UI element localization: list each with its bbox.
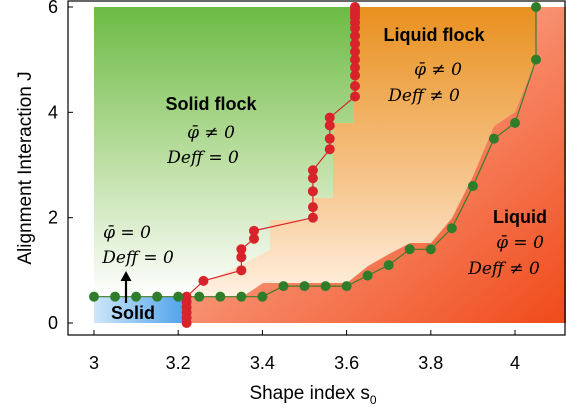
red-point-15 bbox=[307, 173, 318, 184]
red-point-10 bbox=[248, 233, 259, 244]
green-point-20 bbox=[510, 117, 520, 128]
x-tick-label-3: 3.6 bbox=[334, 353, 359, 373]
red-point-14 bbox=[307, 186, 318, 197]
solid-flock-diffusion: Deff = 0 bbox=[166, 148, 239, 168]
x-tick-label-5: 4 bbox=[510, 353, 520, 373]
solid-diffusion: Deff = 0 bbox=[101, 248, 174, 268]
x-tick-label-1: 3.2 bbox=[166, 353, 191, 373]
liquid-flock-region bbox=[186, 7, 536, 297]
red-point-16 bbox=[307, 165, 318, 176]
green-point-6 bbox=[215, 291, 226, 302]
red-point-19 bbox=[324, 120, 335, 131]
liquid-flock-order-param: φ̄ ≠ 0 bbox=[414, 60, 462, 80]
x-tick-label-0: 3 bbox=[89, 353, 99, 373]
red-point-28 bbox=[350, 30, 361, 41]
green-point-1 bbox=[110, 291, 121, 302]
green-point-17 bbox=[446, 223, 457, 234]
liquid-order-param: φ̄ = 0 bbox=[496, 233, 544, 253]
red-point-12 bbox=[307, 212, 318, 223]
liquid-label: Liquid bbox=[493, 207, 547, 227]
x-tick-label-4: 3.8 bbox=[418, 353, 443, 373]
y-tick-label-0: 0 bbox=[48, 313, 58, 333]
solid-order-param: φ̄ = 0 bbox=[103, 223, 151, 243]
green-points-group bbox=[89, 1, 542, 302]
green-point-0 bbox=[89, 291, 99, 302]
red-point-6 bbox=[198, 275, 209, 286]
green-point-15 bbox=[404, 244, 415, 255]
green-point-21 bbox=[531, 54, 542, 65]
solid-label: Solid bbox=[111, 303, 155, 323]
red-points-group bbox=[181, 1, 361, 328]
x-axis-title: Shape index s0 bbox=[249, 383, 376, 407]
green-point-18 bbox=[467, 181, 478, 192]
red-point-13 bbox=[307, 202, 318, 213]
red-point-5 bbox=[181, 291, 192, 302]
red-point-25 bbox=[350, 54, 361, 65]
liquid-flock-diffusion: Deff ≠ 0 bbox=[387, 86, 460, 106]
liquid-diffusion: Deff ≠ 0 bbox=[467, 259, 540, 279]
y-axis-title: Alignment Interaction J bbox=[15, 71, 36, 264]
solid-flock-region bbox=[94, 7, 354, 297]
plot-regions bbox=[94, 7, 566, 323]
green-point-5 bbox=[194, 291, 205, 302]
y-axis-ticks: 0 2 4 6 bbox=[48, 0, 73, 333]
red-point-11 bbox=[248, 225, 259, 236]
x-axis-ticks: 3 3.2 3.4 3.6 3.8 4 bbox=[89, 330, 520, 373]
y-tick-label-1: 2 bbox=[48, 208, 58, 228]
green-point-14 bbox=[383, 260, 394, 271]
green-point-2 bbox=[131, 291, 142, 302]
green-point-4 bbox=[173, 291, 184, 302]
solid-flock-order-param: φ̄ ≠ 0 bbox=[187, 123, 235, 143]
green-point-19 bbox=[488, 133, 499, 144]
green-point-7 bbox=[236, 291, 247, 302]
y-tick-label-3: 6 bbox=[48, 0, 58, 17]
red-point-23 bbox=[350, 70, 361, 81]
red-point-7 bbox=[236, 265, 247, 276]
liquid-flock-label: Liquid flock bbox=[384, 25, 486, 45]
up-arrow-icon bbox=[120, 271, 132, 303]
green-point-3 bbox=[152, 291, 163, 302]
red-point-18 bbox=[324, 133, 335, 144]
green-point-11 bbox=[320, 281, 331, 292]
red-point-27 bbox=[350, 38, 361, 49]
red-point-21 bbox=[350, 91, 361, 102]
red-point-17 bbox=[324, 144, 335, 155]
red-point-26 bbox=[350, 46, 361, 57]
green-point-22 bbox=[531, 1, 542, 12]
green-point-13 bbox=[362, 270, 373, 281]
red-point-9 bbox=[236, 244, 247, 255]
green-point-10 bbox=[299, 281, 310, 292]
x-tick-label-2: 3.4 bbox=[250, 353, 275, 373]
red-point-20 bbox=[324, 112, 335, 123]
green-point-16 bbox=[425, 244, 436, 255]
red-point-24 bbox=[350, 62, 361, 73]
red-point-22 bbox=[350, 80, 361, 91]
green-point-9 bbox=[278, 281, 289, 292]
liquid-region bbox=[186, 7, 566, 323]
solid-region bbox=[94, 297, 186, 323]
green-point-8 bbox=[257, 291, 268, 302]
red-point-35 bbox=[350, 1, 361, 12]
y-tick-label-2: 4 bbox=[48, 102, 58, 122]
solid-flock-label: Solid flock bbox=[165, 94, 257, 114]
green-point-12 bbox=[341, 281, 352, 292]
plot-frame bbox=[67, 0, 566, 336]
red-point-8 bbox=[236, 252, 247, 263]
